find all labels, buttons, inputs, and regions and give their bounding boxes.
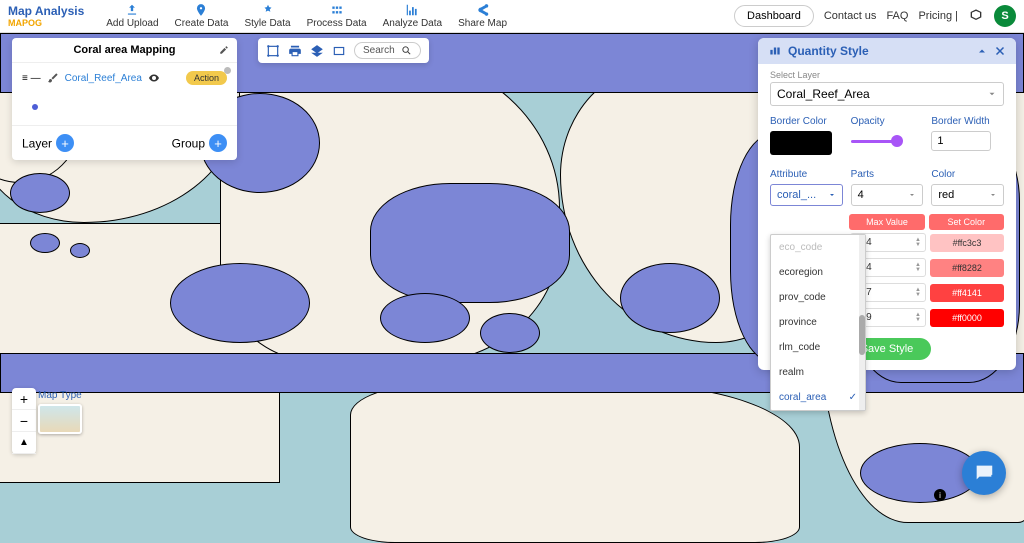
- map-type-label: Map Type: [38, 390, 82, 401]
- chevron-down-icon: [828, 191, 836, 199]
- drag-handle-icon[interactable]: ≡ —: [22, 73, 41, 84]
- nav-share-map[interactable]: Share Map: [452, 3, 513, 29]
- map-type-thumbnail[interactable]: [38, 404, 82, 434]
- attr-option[interactable]: province: [771, 310, 865, 335]
- nav: Add Upload Create Data Style Data Proces…: [100, 3, 513, 29]
- chevron-down-icon: [908, 191, 916, 199]
- logo-title: Map Analysis: [8, 4, 84, 18]
- layers-icon[interactable]: [310, 44, 324, 58]
- attribute-dropdown[interactable]: coral_...: [770, 184, 843, 206]
- logo-subtitle: MAPOG: [8, 18, 84, 28]
- close-icon[interactable]: [994, 45, 1006, 57]
- dashboard-button[interactable]: Dashboard: [734, 5, 814, 27]
- apps-icon[interactable]: [968, 8, 984, 24]
- chevron-down-icon: [989, 191, 997, 199]
- layers-panel-footer: Layer+ Group+: [12, 125, 237, 160]
- pricing-link[interactable]: Pricing |: [918, 10, 958, 22]
- quantity-icon: [768, 44, 782, 58]
- app-header: Map Analysis MAPOG Add Upload Create Dat…: [0, 0, 1024, 33]
- brush-icon[interactable]: [47, 72, 59, 84]
- share-icon: [476, 3, 490, 17]
- layer-row[interactable]: ≡ — Coral_Reef_Area Action: [12, 63, 237, 93]
- info-icon[interactable]: i: [934, 489, 946, 501]
- collapse-icon[interactable]: [976, 45, 988, 57]
- attr-option[interactable]: realm: [771, 360, 865, 385]
- attr-option[interactable]: coral_area✓: [771, 385, 865, 410]
- select-layer-label: Select Layer: [770, 70, 1004, 80]
- process-icon: [330, 3, 344, 17]
- select-icon[interactable]: [266, 44, 280, 58]
- add-group-button[interactable]: +: [209, 134, 227, 152]
- parts-dropdown[interactable]: 4: [851, 184, 924, 206]
- attr-option[interactable]: ecoregion: [771, 260, 865, 285]
- extent-icon[interactable]: [332, 44, 346, 58]
- select-layer-dropdown[interactable]: Coral_Reef_Area: [770, 82, 1004, 106]
- scrollbar[interactable]: [859, 235, 865, 410]
- upload-icon: [125, 3, 139, 17]
- logo[interactable]: Map Analysis MAPOG: [8, 4, 84, 28]
- header-right: Dashboard Contact us FAQ Pricing | S: [734, 5, 1016, 27]
- attr-option[interactable]: rlm_code: [771, 335, 865, 360]
- nav-create-data[interactable]: Create Data: [169, 3, 235, 29]
- attribute-options-popup: eco_codeecoregionprov_codeprovincerlm_co…: [770, 234, 866, 411]
- action-badge[interactable]: Action: [186, 71, 227, 85]
- nav-style-data[interactable]: Style Data: [238, 3, 296, 29]
- visibility-icon[interactable]: [148, 72, 160, 84]
- nav-process-data[interactable]: Process Data: [301, 3, 373, 29]
- zoom-in-button[interactable]: +: [12, 388, 36, 410]
- edit-title-icon[interactable]: [219, 45, 229, 55]
- layer-name[interactable]: Coral_Reef_Area: [65, 73, 142, 84]
- color-table-header: x Max Value Set Color: [758, 214, 1016, 230]
- search-input[interactable]: Search: [354, 42, 421, 59]
- attr-option[interactable]: prov_code: [771, 285, 865, 310]
- color-dropdown[interactable]: red: [931, 184, 1004, 206]
- color-swatch[interactable]: #ff0000: [930, 309, 1004, 327]
- chat-icon: [973, 462, 995, 484]
- border-color-swatch[interactable]: [770, 131, 832, 155]
- add-layer-button[interactable]: +: [56, 134, 74, 152]
- analyze-icon: [405, 3, 419, 17]
- nav-analyze-data[interactable]: Analyze Data: [377, 3, 448, 29]
- print-icon[interactable]: [288, 44, 302, 58]
- attr-option[interactable]: eco_code: [771, 235, 865, 260]
- layer-symbol: [12, 93, 237, 125]
- map-toolbar: Search: [258, 38, 429, 63]
- user-avatar[interactable]: S: [994, 5, 1016, 27]
- chat-button[interactable]: [962, 451, 1006, 495]
- faq-link[interactable]: FAQ: [886, 10, 908, 22]
- contact-link[interactable]: Contact us: [824, 10, 877, 22]
- color-swatch[interactable]: #ff4141: [930, 284, 1004, 302]
- nav-add-upload[interactable]: Add Upload: [100, 3, 164, 29]
- opacity-slider[interactable]: [851, 131, 924, 151]
- pin-icon: [194, 3, 208, 17]
- zoom-out-button[interactable]: −: [12, 410, 36, 432]
- search-icon: [401, 45, 412, 56]
- style-icon: [261, 3, 275, 17]
- border-width-input[interactable]: [931, 131, 991, 151]
- chevron-down-icon: [987, 89, 997, 99]
- color-swatch[interactable]: #ff8282: [930, 259, 1004, 277]
- color-swatch[interactable]: #ffc3c3: [930, 234, 1004, 252]
- layers-panel-title: Coral area Mapping: [12, 38, 237, 63]
- layers-panel: Coral area Mapping ≡ — Coral_Reef_Area A…: [12, 38, 237, 160]
- zoom-control: + − ▲: [12, 388, 36, 454]
- zoom-reset-button[interactable]: ▲: [12, 432, 36, 454]
- panel-header: Quantity Style: [758, 38, 1016, 64]
